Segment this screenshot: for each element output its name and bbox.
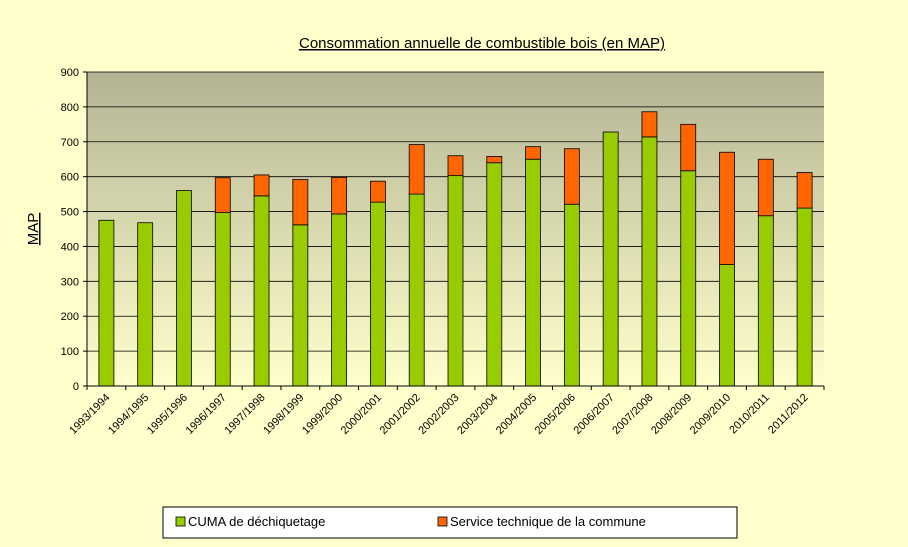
bar-segment [641, 136, 658, 387]
y-tick-label: 300 [61, 276, 79, 288]
bar-segment [757, 215, 774, 387]
legend-swatch [175, 516, 186, 527]
bar-segment [447, 175, 464, 387]
bar-segment [719, 151, 735, 265]
y-tick-label: 500 [61, 207, 79, 219]
y-tick-label: 900 [61, 67, 79, 79]
y-tick-label: 0 [73, 381, 79, 393]
legend-label: Service technique de la commune [450, 514, 646, 529]
bar-segment [486, 156, 503, 164]
y-tick-label: 100 [61, 346, 79, 358]
legend-swatch [437, 516, 448, 527]
bar-segment [525, 146, 541, 160]
chart-title: Consommation annuelle de combustible boi… [299, 35, 665, 52]
y-axis-label: MAP [25, 213, 42, 246]
bar-segment [641, 111, 658, 138]
bar-segment [680, 170, 697, 387]
bar-segment [331, 176, 348, 215]
bar-segment [214, 177, 231, 214]
bar-segment [137, 222, 154, 387]
bar-segment [563, 148, 580, 205]
bar-segment [370, 201, 386, 387]
legend [162, 506, 738, 539]
y-tick-label: 200 [61, 311, 79, 323]
bar-segment [408, 144, 425, 195]
bar-segment [486, 162, 503, 387]
bar-segment [292, 179, 309, 226]
bar-segment [253, 195, 270, 387]
y-tick-label: 800 [61, 102, 79, 114]
bar-segment [176, 190, 192, 387]
bar-segment [292, 224, 309, 387]
bar-segment [680, 123, 697, 172]
bar-segment [602, 131, 619, 387]
y-tick-label: 600 [61, 172, 79, 184]
bar-segment [525, 158, 541, 387]
legend-label: CUMA de déchiquetage [188, 514, 325, 529]
bar-segment [370, 180, 386, 203]
bar-segment [563, 203, 580, 387]
bar-segment [253, 174, 270, 197]
bar-segment [98, 219, 115, 387]
bar-segment [719, 264, 735, 387]
y-tick-label: 400 [61, 241, 79, 253]
y-tick-label: 700 [61, 137, 79, 149]
bar-segment [408, 193, 425, 387]
bar-segment [447, 155, 464, 177]
bar-segment [331, 213, 348, 387]
bar-segment [796, 207, 813, 387]
bar-segment [796, 172, 813, 209]
bar-segment [757, 158, 774, 217]
bar-segment [214, 212, 231, 387]
